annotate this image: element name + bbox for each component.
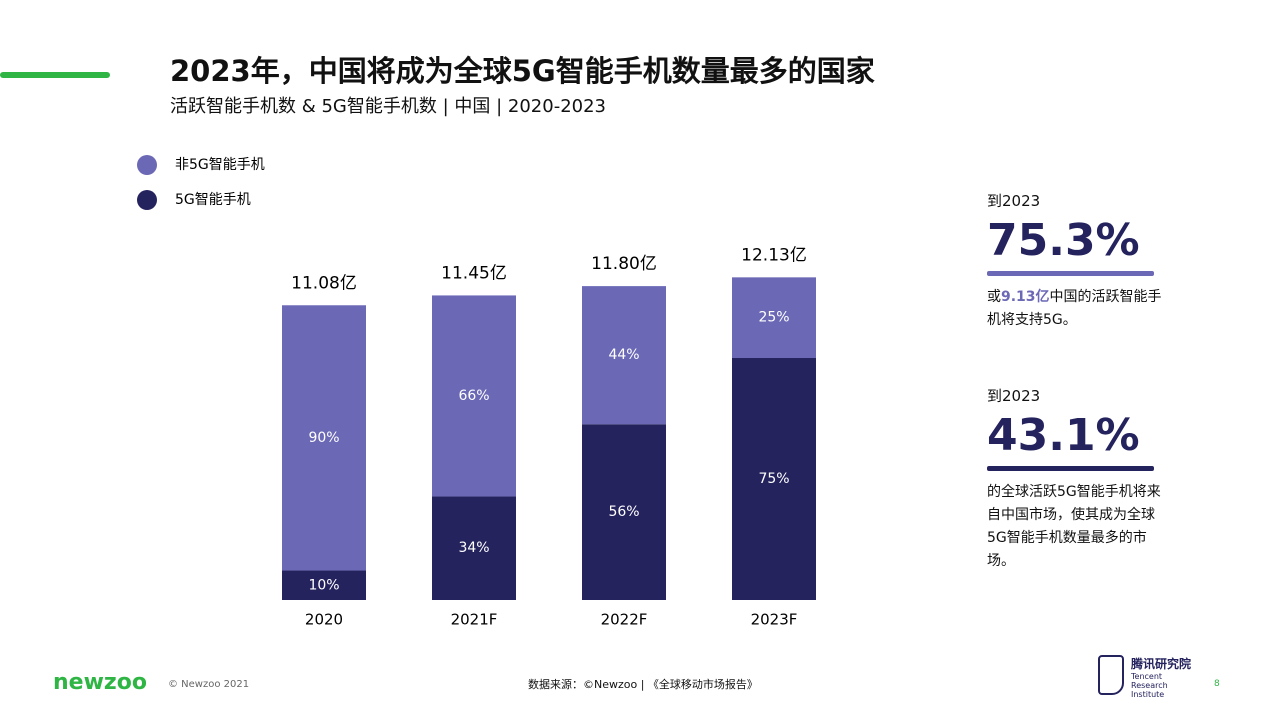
stat-figure: 43.1%: [987, 410, 1140, 461]
stat-lead: 到2023: [987, 387, 1041, 405]
legend-label: 5G智能手机: [175, 192, 251, 208]
text: 或: [987, 289, 1001, 305]
accent-bar: [0, 72, 110, 78]
stat-text: 或9.13亿中国的活跃智能手机将支持5G。: [987, 286, 1172, 332]
chart: 非5G智能手机 5G智能手机 10% 90% 11.08亿 2020 34% 66% 11.45…: [137, 155, 816, 629]
legend-label: 非5G智能手机: [175, 157, 265, 173]
highlight: 9.13亿: [1001, 289, 1050, 305]
title: 2023年，中国将成为全球5G智能手机数量最多的国家: [170, 54, 875, 88]
org: 腾讯研究院: [1131, 657, 1192, 671]
stat-text: 的全球活跃5G智能手机将来自中国市场，使其成为全球5G智能手机数量最多的市场。: [987, 484, 1161, 569]
x-tick-label: 2020: [305, 611, 343, 629]
org-logo: [1098, 655, 1124, 695]
segment-label: 34%: [458, 540, 489, 556]
copyright: © Newzoo 2021: [168, 679, 250, 690]
stat-rule: [987, 271, 1154, 276]
bar-segment: [582, 286, 666, 425]
x-tick-label: 2021F: [451, 611, 498, 629]
stat-rule: [987, 466, 1154, 471]
total-label: 12.13亿: [741, 245, 807, 265]
stat: 到2023 75.3% 或9.13亿中国的活跃智能手机将支持5G。: [987, 190, 1172, 332]
subtitle: 活跃智能手机数 & 5G智能手机数 | 中国 | 2020-2023: [170, 96, 607, 117]
bar-segment: [732, 277, 816, 359]
org-en: Tencent Research Institute: [1131, 672, 1168, 699]
stat-lead: 到2023: [987, 192, 1041, 210]
legend-swatch: [137, 190, 157, 210]
total-label: 11.08亿: [291, 273, 357, 293]
segment-label: 56%: [608, 504, 639, 520]
bar-segment: [732, 358, 816, 600]
segment-label: 75%: [758, 471, 789, 487]
legend-swatch: [137, 155, 157, 175]
segment-label: 90%: [308, 430, 339, 446]
source: 数据来源：©Newzoo | 《全球移动市场报告》: [528, 678, 758, 691]
bar-segment: [582, 424, 666, 600]
segment-label: 10%: [308, 577, 339, 593]
segment-label: 44%: [608, 347, 639, 363]
x-tick-label: 2022F: [601, 611, 648, 629]
brand: newzoo: [53, 670, 147, 695]
x-tick-label: 2023F: [751, 611, 798, 629]
bar-segment: [282, 570, 366, 600]
total-label: 11.45亿: [441, 263, 507, 283]
bar-segment: [432, 295, 516, 497]
segment-label: 66%: [458, 388, 489, 404]
stat-figure: 75.3%: [987, 215, 1140, 266]
segment-label: 25%: [758, 310, 789, 326]
text: 中国的活跃智能手机将支持5G。: [987, 289, 1162, 328]
stat: 到2023 43.1% 的全球活跃5G智能手机将来自中国市场，使其成为全球5G智…: [987, 385, 1172, 573]
total-label: 11.80亿: [591, 254, 657, 274]
bar-segment: [282, 305, 366, 571]
page-number: 8: [1214, 679, 1220, 689]
bar-segment: [432, 496, 516, 600]
